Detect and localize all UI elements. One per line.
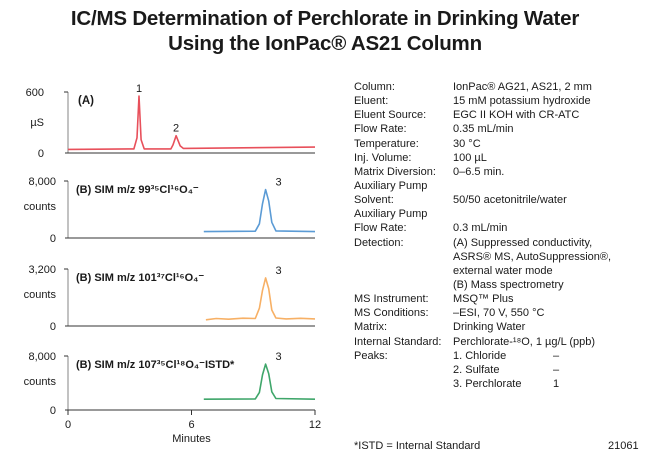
- condition-value: Drinking Water: [453, 321, 526, 334]
- condition-label: Internal Standard:: [354, 335, 442, 348]
- condition-label: Temperature:: [354, 137, 419, 150]
- condition-value: 15 mM potassium hydroxide: [453, 95, 591, 108]
- chromatogram-trace-B1: [203, 188, 316, 233]
- y-tick-label: 0: [50, 321, 56, 333]
- condition-label: Column:: [354, 81, 395, 93]
- condition-label: Matrix:: [354, 321, 387, 334]
- condition-value: 30 °C: [453, 137, 481, 150]
- condition-value: ASRS® MS, AutoSuppression®,: [453, 250, 612, 263]
- peak-label: 3: [276, 351, 282, 363]
- condition-value: 0.35 mL/min: [453, 123, 514, 136]
- condition-value: (A) Suppressed conductivity,: [453, 236, 593, 249]
- condition-value: 1. Chloride: [453, 349, 507, 362]
- y-tick-label: 8,000: [28, 176, 56, 188]
- condition-label: MS Instrument:: [354, 293, 429, 306]
- condition-label: MS Conditions:: [354, 307, 429, 320]
- title-line-1: IC/MS Determination of Perchlorate in Dr…: [70, 7, 580, 30]
- y-axis-label: counts: [24, 289, 57, 301]
- panel-label-formula: ³⁵Cl¹⁶O₄⁻: [151, 184, 199, 196]
- panel-label-formula: ³⁵Cl¹⁸O₄⁻: [157, 359, 205, 371]
- condition-label: Eluent Source:: [354, 109, 427, 122]
- condition-label: Auxiliary Pump: [354, 179, 428, 192]
- panel-label: (B) SIM m/z 101: [76, 272, 157, 284]
- chromatogram-trace-B2: [205, 277, 316, 321]
- condition-label: Auxiliary Pump: [354, 208, 428, 221]
- x-tick-label: 0: [65, 419, 71, 431]
- condition-value: EGC II KOH with CR-ATC: [453, 109, 580, 122]
- x-axis-label: Minutes: [172, 433, 211, 445]
- x-tick-label: 6: [188, 419, 194, 431]
- panel-label: (B) SIM m/z 99: [76, 184, 151, 196]
- panel-label-suffix: ISTD*: [205, 359, 235, 371]
- peak-label: 3: [276, 265, 282, 277]
- peak-label: 2: [173, 123, 179, 135]
- panel-label: (A): [78, 95, 94, 107]
- footnote: *ISTD = Internal Standard: [354, 440, 481, 452]
- condition-label: Eluent:: [354, 95, 389, 108]
- panel-label: (B) SIM m/z 107: [76, 359, 157, 371]
- chart-title: IC/MS Determination of Perchlorate in Dr…: [0, 6, 650, 56]
- y-tick-label: 0: [50, 405, 56, 417]
- panel-label-formula: ³⁷Cl¹⁶O₄⁻: [157, 272, 205, 284]
- condition-label: Detection:: [354, 236, 404, 249]
- condition-value: 2. Sulfate: [453, 363, 500, 376]
- condition-label: Solvent:: [354, 194, 394, 207]
- y-tick-label: 600: [26, 87, 44, 99]
- condition-value: –ESI, 70 V, 550 °C: [453, 307, 545, 320]
- condition-value: 0.3 mL/min: [453, 222, 508, 235]
- y-axis-label: µS: [30, 117, 44, 129]
- y-tick-label: 0: [38, 148, 44, 160]
- y-tick-label: 8,000: [28, 351, 56, 363]
- condition-label: Matrix Diversion:: [354, 165, 436, 178]
- y-tick-label: 3,200: [28, 264, 56, 276]
- condition-label: Flow Rate:: [354, 222, 407, 235]
- condition-value: 3. Perchlorate: [453, 377, 522, 390]
- condition-label: Flow Rate:: [354, 123, 407, 136]
- condition-label: Inj. Volume:: [354, 151, 412, 164]
- title-line-2: Using the IonPac® AS21 Column: [168, 32, 482, 55]
- y-axis-label: counts: [24, 201, 57, 213]
- condition-value: MSQ™ Plus: [453, 293, 514, 306]
- condition-value: external water mode: [453, 264, 553, 277]
- x-tick-label: 12: [309, 419, 321, 431]
- condition-value: 50/50 acetonitrile/water: [453, 194, 567, 207]
- peak-amount: –: [553, 349, 560, 362]
- chromatogram-trace-A: [67, 95, 316, 151]
- condition-value: Perchlorate-¹⁸O, 1 µg/L (ppb): [453, 335, 596, 348]
- condition-label: Peaks:: [354, 349, 388, 362]
- condition-value: IonPac® AG21, AS21, 2 mm: [453, 81, 592, 93]
- peak-amount: –: [553, 363, 560, 376]
- y-axis-label: counts: [24, 376, 57, 388]
- y-tick-label: 0: [50, 233, 56, 245]
- condition-value: (B) Mass spectrometry: [453, 278, 564, 291]
- condition-value: 0–6.5 min.: [453, 165, 505, 178]
- peak-label: 3: [276, 177, 282, 189]
- condition-value: 100 µL: [453, 151, 487, 164]
- figure-id: 21061: [608, 440, 639, 452]
- peak-amount: 1: [553, 377, 560, 390]
- peak-label: 1: [136, 83, 142, 95]
- chromatogram-trace-B3: [203, 363, 316, 400]
